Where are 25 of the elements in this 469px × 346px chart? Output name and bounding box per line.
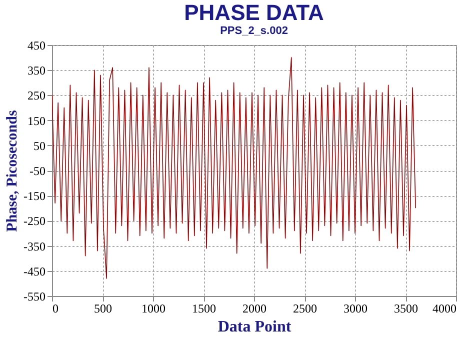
y-tick-label: 50 xyxy=(34,138,46,153)
y-tick-label: 150 xyxy=(28,114,46,128)
x-tick-label: 1500 xyxy=(192,302,216,316)
y-tick-label: -350 xyxy=(24,239,46,254)
y-tick-label: -250 xyxy=(24,214,46,228)
y-tick-label: 350 xyxy=(28,64,46,78)
x-tick-label: 4000 xyxy=(432,302,456,316)
x-tick-label: 0 xyxy=(52,302,58,316)
x-tick-label: 2000 xyxy=(242,302,266,316)
x-tick-label: 3500 xyxy=(394,302,418,316)
y-tick-label: -50 xyxy=(30,164,46,178)
chart-title: PHASE DATA xyxy=(184,0,324,25)
chart-subtitle: PPS_2_s.002 xyxy=(220,25,288,37)
x-tick-label: 3000 xyxy=(344,302,368,316)
x-tick-label: 2500 xyxy=(293,302,317,316)
x-tick-label: 500 xyxy=(94,302,112,316)
y-tick-label: 250 xyxy=(28,88,46,103)
y-tick-label: -150 xyxy=(24,189,46,204)
x-axis-title: Data Point xyxy=(218,318,292,336)
y-tick-label: 450 xyxy=(28,38,46,52)
line-series xyxy=(52,57,416,279)
y-axis-title: Phase, Picoseconds xyxy=(4,110,21,232)
x-tick-label: 1000 xyxy=(142,302,166,316)
y-tick-label: -450 xyxy=(24,264,46,278)
y-tick-label: -550 xyxy=(24,290,46,304)
